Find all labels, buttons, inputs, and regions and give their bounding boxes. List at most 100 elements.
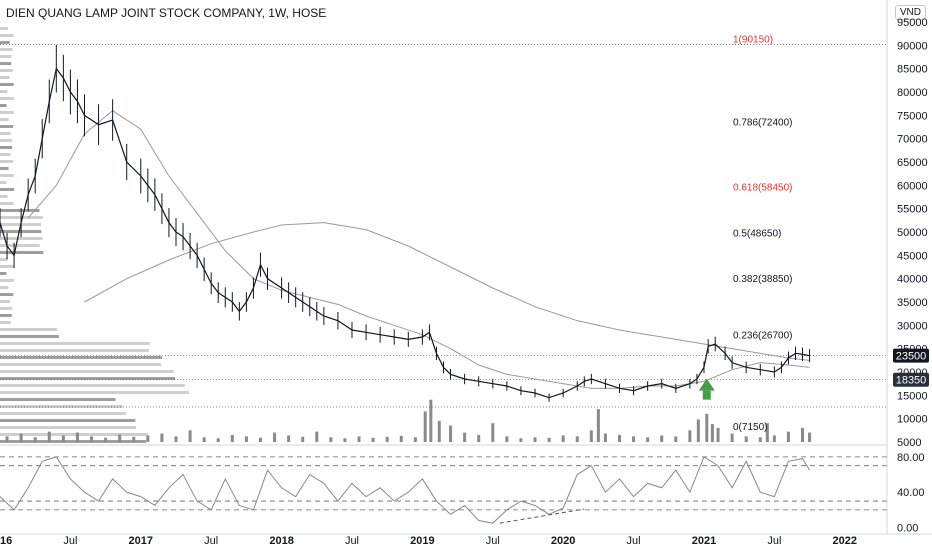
volume-profile-bar: [0, 69, 13, 72]
moving-averages: [27, 110, 810, 389]
price-axis-tick: 55000: [897, 204, 928, 216]
volume-profile-bar: [0, 139, 12, 142]
moving-average-line: [27, 110, 810, 389]
volume-profile-bar: [0, 272, 7, 275]
volume-profile-bar: [0, 202, 14, 205]
volume-bar: [315, 431, 319, 442]
volume-profile-bar: [0, 419, 136, 422]
volume-bar: [33, 437, 37, 442]
volume-bar: [491, 423, 495, 442]
volume-bar: [385, 436, 389, 442]
volume-profile-bar: [0, 328, 58, 331]
volume-profile-bar: [0, 391, 189, 394]
price-line: [0, 67, 810, 399]
oscillator-line: [0, 456, 810, 524]
price-axis-tick: 15000: [897, 390, 928, 402]
chart-title: DIEN QUANG LAMP JOINT STOCK COMPANY, 1W,…: [6, 6, 327, 20]
price-tags: 23500 18350: [893, 348, 929, 387]
volume-profile-bar: [0, 412, 126, 415]
volume-bar: [371, 437, 375, 442]
date-axis-tick: 2022: [833, 535, 857, 547]
currency-badge[interactable]: VND: [894, 5, 926, 20]
volume-profile-bar: [0, 48, 13, 51]
volume-profile-bar: [0, 405, 123, 408]
volume-bar: [696, 419, 700, 442]
volume-bar: [688, 430, 692, 442]
price-axis-tick: 5000: [897, 437, 921, 449]
volume-bar: [357, 436, 361, 442]
volume-profile-bar: [0, 41, 10, 44]
price-axis-tick: 95000: [897, 17, 928, 29]
volume-bar: [772, 435, 776, 442]
volume-bar: [160, 433, 164, 442]
price-tag-box: [893, 348, 929, 363]
date-axis-tick: 2021: [692, 535, 716, 547]
volume-profile-bar: [0, 181, 7, 184]
price-axis-tick: 85000: [897, 64, 928, 76]
fib-level-label: 0.618(58450): [733, 183, 793, 194]
volume-profile-bar: [0, 83, 14, 86]
volume-profile-bar: [0, 265, 14, 268]
volume-profile-bar: [0, 146, 13, 149]
volume-profile-bar: [0, 349, 149, 352]
fib-level-label: 0.236(26700): [733, 331, 793, 342]
volume-bar: [75, 432, 79, 442]
volume-bar: [575, 436, 579, 442]
buy-signal-arrow-stem: [702, 390, 711, 400]
date-axis-tick: Jul: [63, 535, 77, 547]
volume-bar: [705, 413, 709, 442]
volume-bar: [202, 437, 206, 442]
volume-bar: [47, 431, 51, 442]
volume-profile-bar: [0, 293, 14, 296]
volume-bar: [801, 427, 805, 442]
volume-profile: [0, 27, 189, 443]
volume-profile-bar: [0, 118, 9, 121]
volume-bar: [674, 436, 678, 442]
volume-bar: [244, 436, 248, 442]
volume-profile-bar: [0, 426, 137, 429]
price-tag-label: 23500: [896, 351, 927, 363]
volume-bars: [5, 399, 812, 442]
volume-profile-bar: [0, 377, 176, 380]
oscillator-axis-tick: 0.00: [897, 523, 918, 535]
volume-bar: [61, 435, 65, 442]
volume-profile-bar: [0, 363, 162, 366]
volume-profile-bar: [0, 370, 174, 373]
volume-profile-bar: [0, 132, 11, 135]
volume-profile-bar: [0, 125, 14, 128]
price-axis-tick: 65000: [897, 157, 928, 169]
volume-bar: [730, 433, 734, 442]
volume-bar: [287, 435, 291, 442]
volume-bar: [132, 436, 136, 442]
volume-bar: [632, 436, 636, 442]
volume-profile-bar: [0, 356, 162, 359]
volume-profile-bar: [0, 153, 11, 156]
volume-bar: [343, 438, 347, 442]
volume-profile-bar: [0, 440, 146, 443]
volume-profile-bar: [0, 244, 40, 247]
fib-level-label: 1(90150): [733, 35, 773, 46]
volume-bar: [547, 437, 551, 442]
volume-bar: [660, 435, 664, 442]
volume-bar: [561, 435, 565, 442]
volume-profile-bar: [0, 34, 14, 37]
date-axis-tick: 2016: [0, 535, 12, 547]
price-axis-tick: 50000: [897, 227, 928, 239]
volume-profile-bar: [0, 384, 185, 387]
fib-level-label: 0.382(38850): [733, 274, 793, 285]
date-axis-tick: Jul: [486, 535, 500, 547]
volume-profile-bar: [0, 174, 14, 177]
volume-profile-bar: [0, 433, 148, 436]
volume-bar: [449, 425, 453, 442]
date-axis-tick: Jul: [627, 535, 641, 547]
fib-level-label: 0.786(72400): [733, 117, 793, 128]
volume-profile-bar: [0, 335, 59, 338]
volume-bar: [603, 433, 607, 442]
volume-bar: [216, 438, 220, 442]
volume-bar: [710, 424, 714, 442]
volume-profile-bar: [0, 300, 11, 303]
volume-profile-bar: [0, 55, 12, 58]
volume-profile-bar: [0, 62, 12, 65]
volume-profile-bar: [0, 111, 14, 114]
